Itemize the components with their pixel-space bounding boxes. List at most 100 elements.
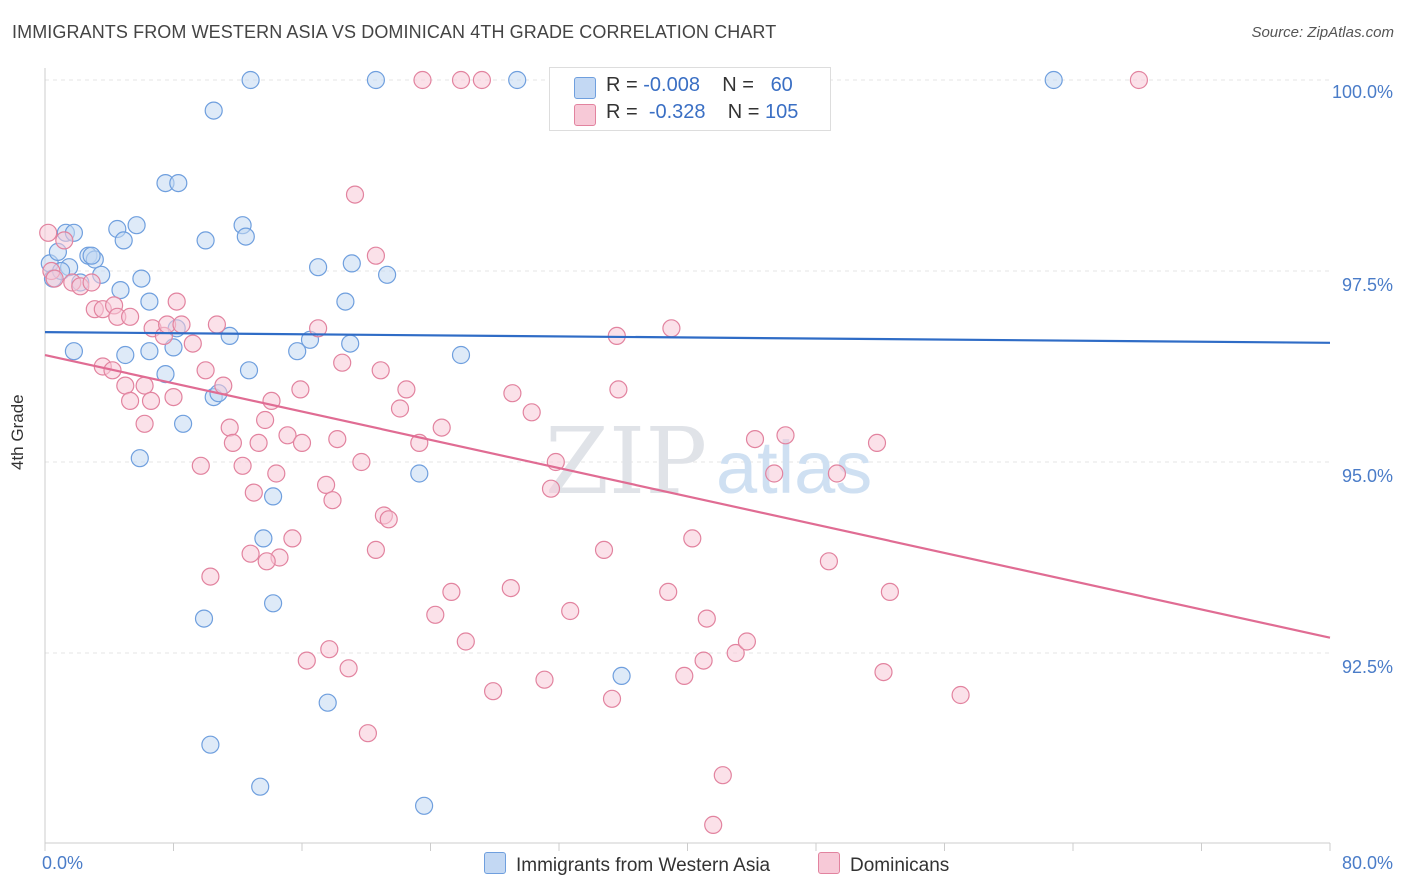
point-dominicans-91 (745, 430, 765, 449)
watermark-zip: ZIP (545, 408, 707, 515)
point-dominicans-35 (249, 433, 268, 452)
point-western-asia-37 (309, 258, 328, 277)
point-dominicans-24 (183, 334, 202, 353)
point-western-asia-17 (196, 231, 215, 250)
point-dominicans-34 (244, 483, 263, 502)
point-dominicans-22 (164, 388, 183, 407)
r-value-western-asia: -0.008 (643, 74, 700, 96)
point-dominicans-84 (683, 529, 702, 548)
legend-swatch-western-asia (484, 852, 506, 874)
point-dominicans-40 (278, 426, 297, 445)
point-western-asia-31 (174, 414, 193, 433)
point-western-asia-55 (612, 666, 631, 686)
point-western-asia-46 (1044, 70, 1063, 90)
n-value-western-asia: 60 (770, 74, 793, 96)
point-western-asia-29 (220, 326, 239, 345)
r-label: R = (606, 101, 638, 123)
point-western-asia-38 (341, 334, 360, 353)
correlation-legend: R = -0.008 N = 60 R = -0.328 N = 105 (549, 67, 831, 131)
x-tick-label-0: 0.0% (42, 853, 83, 873)
trend-line-dominicans (44, 353, 1331, 639)
point-dominicans-99 (951, 685, 970, 705)
point-dominicans-103 (366, 246, 385, 265)
point-western-asia-53 (318, 693, 337, 712)
point-dominicans-3 (55, 231, 74, 250)
point-dominicans-93 (776, 426, 795, 445)
point-dominicans-31 (223, 433, 242, 452)
watermark: ZIP atlas (545, 408, 872, 515)
point-dominicans-82 (662, 319, 681, 338)
point-dominicans-58 (379, 510, 398, 529)
point-western-asia-14 (140, 292, 159, 311)
point-western-asia-34 (254, 529, 273, 548)
chart-title: IMMIGRANTS FROM WESTERN ASIA VS DOMINICA… (12, 22, 777, 42)
point-dominicans-26 (196, 361, 215, 380)
point-dominicans-86 (697, 609, 716, 628)
n-value-dominicans: 105 (765, 101, 799, 123)
point-dominicans-89 (726, 643, 745, 663)
point-dominicans-98 (874, 662, 893, 682)
point-dominicans-60 (397, 380, 416, 399)
point-dominicans-52 (345, 185, 365, 204)
point-dominicans-69 (484, 682, 503, 701)
gridlines (45, 79, 1330, 654)
point-dominicans-54 (358, 724, 377, 743)
point-western-asia-54 (415, 796, 434, 815)
point-dominicans-30 (220, 418, 239, 437)
point-dominicans-42 (291, 380, 310, 399)
point-western-asia-48 (410, 464, 429, 483)
n-label: N = (722, 74, 754, 96)
point-dominicans-102 (257, 552, 276, 571)
point-western-asia-24 (116, 345, 135, 365)
point-dominicans-83 (675, 666, 694, 686)
point-dominicans-67 (456, 632, 475, 651)
point-dominicans-59 (390, 399, 410, 418)
x-tick-label-1: 80.0% (1342, 853, 1393, 873)
point-dominicans-41 (283, 529, 302, 548)
point-dominicans-33 (241, 544, 260, 563)
point-dominicans-77 (594, 540, 614, 560)
point-dominicans-13 (116, 376, 135, 395)
point-dominicans-47 (320, 640, 339, 659)
point-dominicans-85 (694, 651, 713, 670)
point-dominicans-2 (45, 269, 64, 288)
point-western-asia-47 (451, 345, 471, 365)
point-dominicans-46 (317, 475, 336, 494)
point-western-asia-56 (114, 231, 133, 250)
point-dominicans-63 (426, 605, 445, 624)
point-dominicans-92 (765, 464, 784, 483)
n-label: N = (727, 101, 760, 123)
trend-line-western-asia (44, 331, 1331, 344)
point-dominicans-78 (602, 689, 622, 708)
point-western-asia-12 (111, 281, 130, 300)
point-western-asia-41 (378, 265, 397, 284)
trend-lines (44, 331, 1331, 639)
point-dominicans-56 (371, 361, 390, 380)
point-dominicans-32 (233, 456, 252, 475)
point-dominicans-17 (141, 391, 161, 410)
point-western-asia-20 (236, 227, 255, 246)
point-dominicans-71 (503, 384, 522, 403)
point-dominicans-43 (292, 433, 312, 452)
point-dominicans-70 (501, 578, 520, 598)
point-western-asia-51 (201, 735, 220, 754)
point-dominicans-14 (121, 391, 140, 410)
point-dominicans-27 (201, 567, 220, 586)
point-dominicans-55 (366, 540, 385, 560)
point-dominicans-76 (561, 601, 580, 621)
point-dominicans-64 (432, 418, 451, 437)
point-dominicans-29 (214, 376, 233, 395)
point-western-asia-16 (169, 174, 188, 193)
point-western-asia-52 (251, 777, 270, 796)
point-western-asia-32 (130, 449, 149, 468)
point-western-asia-30 (239, 361, 259, 380)
r-label: R = (606, 74, 638, 96)
point-dominicans-50 (333, 353, 352, 372)
point-dominicans-95 (827, 464, 847, 483)
legend-swatch-western-asia (574, 77, 596, 99)
point-western-asia-42 (366, 70, 385, 90)
point-dominicans-65 (442, 582, 461, 602)
point-western-asia-50 (194, 609, 214, 628)
point-western-asia-25 (140, 342, 159, 361)
point-dominicans-88 (704, 815, 723, 835)
